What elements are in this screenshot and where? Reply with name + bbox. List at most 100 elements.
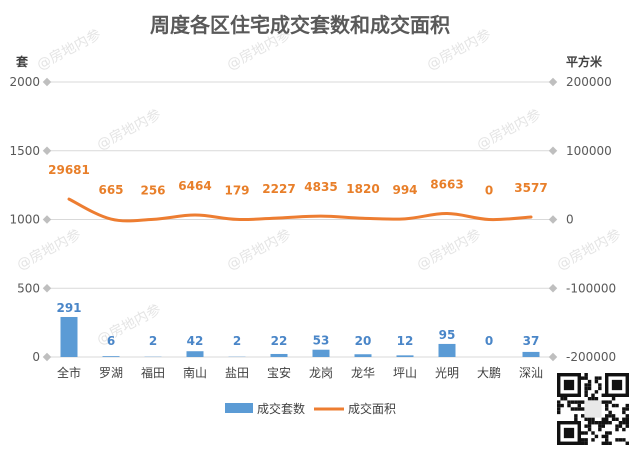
- qr-module: [622, 410, 626, 415]
- qr-module: [605, 438, 609, 442]
- qr-finder-inner: [563, 379, 575, 391]
- qr-module: [625, 441, 629, 445]
- qr-module: [574, 414, 578, 418]
- bar: [522, 351, 540, 357]
- qr-module: [608, 400, 612, 404]
- qr-logo: [584, 400, 602, 418]
- bar-data-label: 12: [397, 334, 414, 348]
- qr-module: [611, 414, 616, 418]
- chart-title: 周度各区住宅成交套数和成交面积: [150, 13, 450, 37]
- qr-module: [587, 397, 592, 401]
- qr-module: [570, 400, 575, 404]
- qr-module: [574, 407, 578, 411]
- watermark-text: @房地内参: [414, 226, 484, 274]
- qr-module: [608, 410, 612, 415]
- right-tick-label: 200000: [566, 75, 612, 89]
- qr-module: [601, 441, 605, 445]
- qr-module: [598, 386, 602, 391]
- qr-module: [605, 400, 609, 404]
- qr-module: [591, 393, 595, 397]
- line-data-label: 8663: [430, 178, 463, 192]
- qr-module: [584, 376, 588, 380]
- qr-module: [611, 403, 616, 408]
- bar: [270, 353, 288, 357]
- bar-data-label: 22: [271, 334, 288, 348]
- qr-module: [605, 407, 609, 411]
- category-label: 罗湖: [99, 365, 123, 380]
- bar-data-label: 37: [523, 334, 540, 348]
- qr-module: [587, 421, 592, 425]
- qr-module: [584, 373, 588, 377]
- qr-module: [587, 417, 592, 421]
- qr-module: [608, 431, 612, 435]
- left-tick-marker: [42, 284, 52, 293]
- left-tick-marker: [42, 146, 52, 155]
- bar-data-label: 95: [439, 328, 456, 342]
- line-data-label: 0: [485, 184, 493, 198]
- right-tick-marker: [548, 284, 558, 293]
- qr-module: [584, 383, 588, 387]
- qr-module: [605, 431, 609, 435]
- qr-module: [615, 424, 619, 428]
- bar-data-label: 6: [107, 334, 115, 348]
- right-tick-marker: [548, 146, 558, 155]
- qr-module: [557, 403, 561, 408]
- right-tick-label: 100000: [566, 144, 612, 158]
- bar: [354, 354, 372, 357]
- qr-module: [625, 424, 629, 428]
- qr-module: [625, 403, 629, 408]
- left-tick-label: 0: [32, 350, 40, 364]
- qr-module: [611, 397, 616, 401]
- qr-module: [615, 417, 619, 421]
- category-label: 福田: [141, 365, 165, 380]
- category-label: 南山: [183, 365, 207, 380]
- qr-module: [625, 414, 629, 418]
- qr-module: [584, 390, 588, 394]
- qr-module: [598, 427, 602, 432]
- qr-module: [577, 403, 581, 408]
- qr-module: [622, 417, 626, 421]
- qr-module: [594, 379, 599, 384]
- qr-module: [581, 414, 585, 418]
- category-label: 宝安: [267, 365, 291, 380]
- qr-module: [618, 421, 623, 425]
- line-path: [67, 197, 533, 223]
- qr-module: [584, 393, 588, 397]
- qr-module: [605, 421, 609, 425]
- qr-module: [601, 434, 605, 439]
- qr-module: [557, 407, 561, 411]
- category-label: 龙华: [351, 366, 375, 380]
- qr-module: [587, 383, 592, 387]
- bar: [312, 349, 330, 357]
- left-tick-marker: [42, 215, 52, 224]
- category-label: 大鹏: [477, 366, 501, 380]
- bar-data-label: 2: [233, 334, 241, 348]
- watermark-text: @房地内参: [14, 226, 84, 274]
- left-tick-label: 500: [17, 281, 40, 295]
- qr-module: [577, 407, 581, 411]
- qr-module: [581, 400, 585, 404]
- left-tick-label: 1500: [9, 144, 40, 158]
- category-label: 坪山: [393, 366, 417, 380]
- qr-module: [605, 441, 609, 445]
- watermark-text: @房地内参: [224, 226, 294, 274]
- qr-module: [574, 417, 578, 421]
- qr-module: [625, 407, 629, 411]
- qr-module: [608, 441, 612, 445]
- category-label: 全市: [57, 365, 81, 380]
- left-axis-unit: 套: [15, 54, 29, 69]
- left-tick-label: 2000: [9, 75, 40, 89]
- qr-module: [584, 424, 588, 428]
- qr-module: [608, 421, 612, 425]
- qr-module: [598, 376, 602, 380]
- qr-module: [581, 431, 585, 435]
- watermark-text: @房地内参: [34, 26, 104, 74]
- qr-module: [622, 421, 626, 425]
- line-data-label: 179: [224, 183, 249, 197]
- qr-module: [618, 438, 623, 442]
- watermark-text: @房地内参: [474, 106, 544, 154]
- legend-label-bar: 成交套数: [257, 401, 305, 416]
